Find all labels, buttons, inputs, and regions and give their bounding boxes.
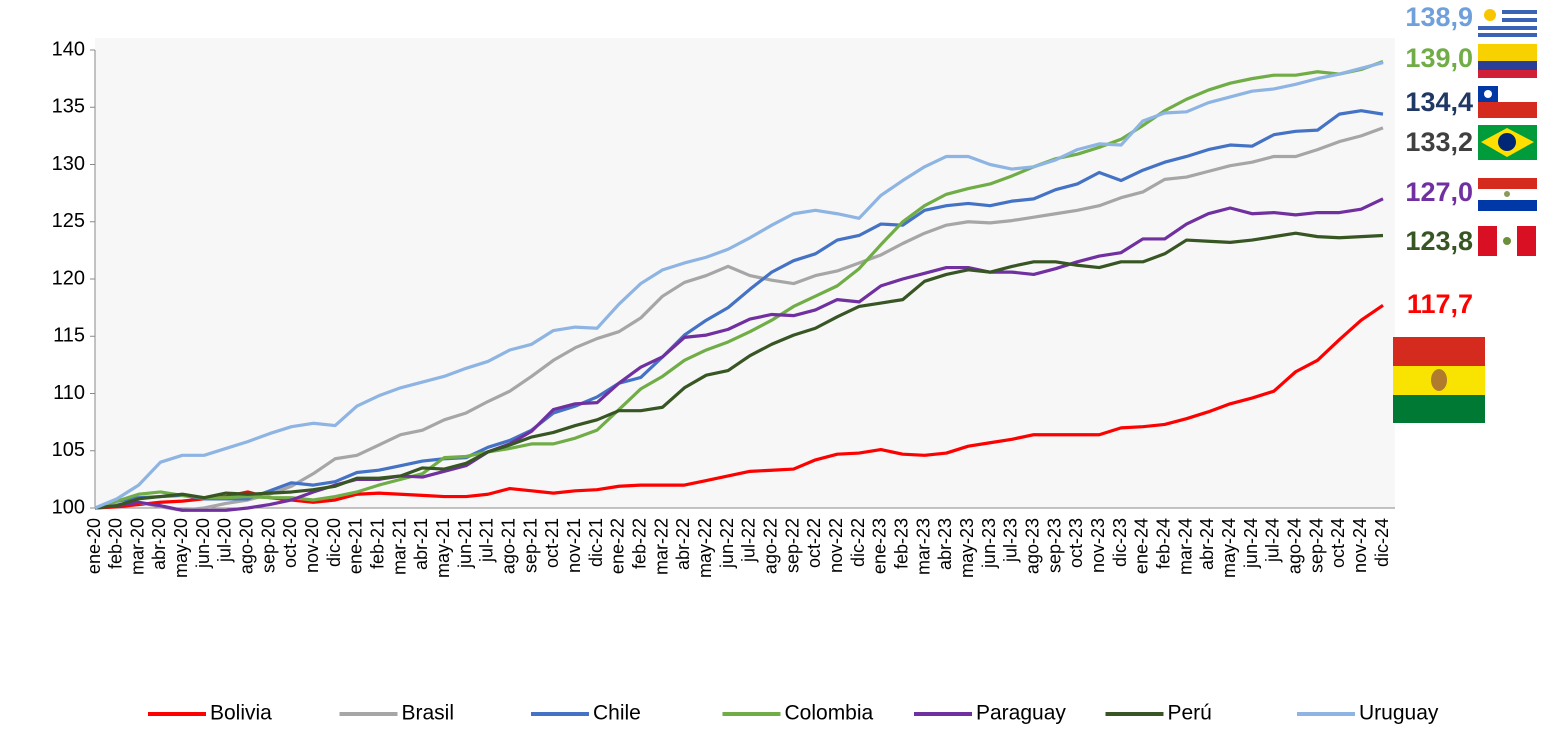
x-tick-label: jul-20: [215, 518, 235, 563]
x-tick-label: nov-20: [302, 518, 322, 573]
end-label: 133,2: [1405, 127, 1473, 157]
x-tick-label: oct-22: [804, 518, 824, 568]
flag-uruguay: [1478, 6, 1537, 38]
x-tick-label: jul-21: [477, 518, 497, 563]
y-tick-label: 115: [53, 325, 85, 347]
x-tick-label: abr-24: [1197, 518, 1217, 570]
x-tick-label: sep-24: [1306, 518, 1326, 573]
y-tick-label: 125: [52, 210, 85, 232]
x-tick-label: abr-23: [935, 518, 955, 570]
flag-chile: [1478, 86, 1537, 118]
x-tick-label: feb-20: [106, 518, 126, 569]
x-tick-label: dic-22: [848, 518, 868, 567]
x-tick-label: oct-21: [542, 518, 562, 568]
x-tick-label: may-20: [171, 518, 191, 578]
y-tick-label: 100: [52, 496, 85, 518]
legend-label: Paraguay: [976, 702, 1066, 725]
x-tick-label: abr-20: [149, 518, 169, 570]
series-line: [94, 231, 1384, 510]
y-tick-label: 105: [52, 439, 85, 461]
end-label: 117,7: [1407, 289, 1473, 319]
x-tick-label: mar-22: [651, 518, 671, 575]
x-tick-label: ene-21: [346, 518, 366, 574]
x-tick-label: dic-21: [586, 518, 606, 567]
end-label: 123,8: [1405, 226, 1473, 256]
end-label: 127,0: [1405, 177, 1473, 207]
legend-label: Brasil: [402, 702, 455, 725]
x-tick-label: jun-23: [979, 518, 999, 569]
x-tick-label: jul-23: [1001, 518, 1021, 563]
flag-paraguay: [1478, 178, 1537, 211]
legend-label: Perú: [1168, 702, 1212, 725]
x-tick-label: nov-21: [564, 518, 584, 573]
x-tick-label: abr-22: [673, 518, 693, 570]
x-tick-label: jun-20: [193, 518, 213, 569]
x-tick-label: abr-21: [411, 518, 431, 570]
y-tick-label: 140: [52, 38, 85, 60]
x-tick-label: ago-24: [1284, 518, 1304, 574]
x-tick-label: feb-23: [891, 518, 911, 569]
series-line: [94, 197, 1384, 512]
legend-label: Chile: [593, 702, 641, 725]
y-tick-label: 120: [52, 267, 85, 289]
x-tick-label: sep-22: [782, 518, 802, 573]
flag-bolivia: [1393, 337, 1485, 423]
x-tick-label: may-23: [957, 518, 977, 578]
x-tick-label: nov-23: [1088, 518, 1108, 573]
legend-label: Bolivia: [210, 702, 272, 725]
x-tick-label: ago-21: [499, 518, 519, 574]
x-tick-label: may-21: [433, 518, 453, 578]
x-tick-label: jul-22: [739, 518, 759, 563]
x-tick-label: jun-22: [717, 518, 737, 569]
end-label: 134,4: [1405, 87, 1473, 117]
x-tick-label: mar-21: [389, 518, 409, 575]
x-tick-label: ene-20: [84, 518, 104, 574]
flags: [1393, 6, 1537, 423]
x-tick-label: ago-20: [237, 518, 257, 574]
x-tick-label: ago-22: [760, 518, 780, 574]
x-tick-label: jun-21: [455, 518, 475, 569]
y-tick-label: 135: [52, 96, 85, 118]
x-tick-label: sep-21: [520, 518, 540, 573]
x-tick-label: jul-24: [1263, 518, 1283, 563]
x-tick-label: feb-22: [630, 518, 650, 569]
y-tick-label: 110: [53, 382, 85, 404]
x-tick-label: nov-22: [826, 518, 846, 573]
x-tick-label: mar-23: [913, 518, 933, 575]
x-tick-label: dic-20: [324, 518, 344, 567]
x-tick-label: oct-24: [1328, 518, 1348, 568]
x-tick-label: mar-20: [127, 518, 147, 575]
flag-brasil: [1478, 125, 1537, 160]
x-tick-label: may-24: [1219, 518, 1239, 578]
x-tick-label: mar-24: [1175, 518, 1195, 575]
x-tick-label: nov-24: [1350, 518, 1370, 573]
x-tick-label: dic-23: [1110, 518, 1130, 567]
series-line: [94, 109, 1384, 510]
series-line: [94, 304, 1384, 510]
x-tick-label: ago-23: [1022, 518, 1042, 574]
x-tick-label: sep-23: [1044, 518, 1064, 573]
legend-label: Colombia: [785, 702, 874, 725]
series-line: [94, 126, 1384, 512]
end-label: 138,9: [1405, 2, 1473, 32]
legend-label: Uruguay: [1359, 702, 1439, 725]
x-tick-label: jun-24: [1241, 518, 1261, 569]
x-tick-label: may-22: [695, 518, 715, 578]
x-tick-label: dic-24: [1372, 518, 1392, 567]
flag-peru: [1478, 226, 1536, 256]
series-line: [94, 61, 1384, 510]
y-tick-label: 130: [52, 153, 85, 175]
x-tick-label: sep-20: [258, 518, 278, 573]
series-line: [94, 59, 1384, 510]
x-tick-label: ene-23: [870, 518, 890, 574]
x-tick-label: feb-24: [1153, 518, 1173, 569]
flag-colombia: [1478, 44, 1537, 78]
x-tick-label: oct-20: [280, 518, 300, 568]
end-label: 139,0: [1405, 43, 1473, 73]
x-tick-label: ene-22: [608, 518, 628, 574]
x-tick-label: feb-21: [368, 518, 388, 569]
x-tick-label: ene-24: [1132, 518, 1152, 574]
x-tick-label: oct-23: [1066, 518, 1086, 568]
